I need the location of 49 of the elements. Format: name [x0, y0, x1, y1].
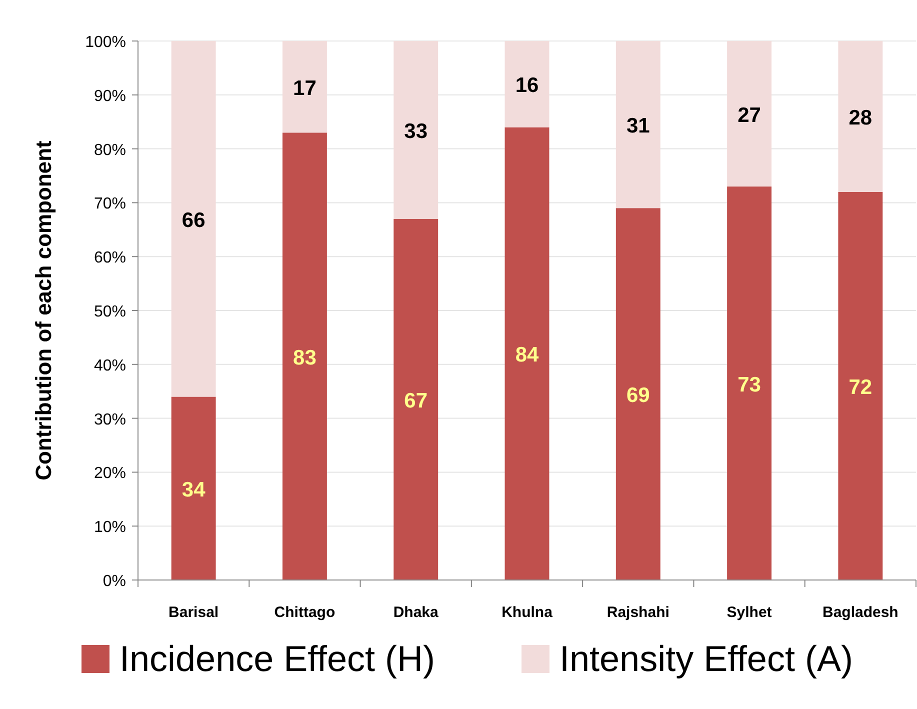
bar: [727, 186, 772, 580]
data-label: 67: [404, 389, 428, 412]
y-tick-label: 30%: [94, 411, 126, 428]
bar: [394, 218, 438, 580]
y-tick-label: 10%: [94, 519, 126, 536]
data-label: 17: [293, 76, 316, 100]
bar: [838, 192, 883, 580]
data-label: 28: [848, 106, 872, 130]
data-label: 72: [848, 376, 872, 399]
data-label: 84: [515, 344, 539, 367]
data-label: 27: [738, 104, 761, 127]
data-label: 66: [182, 208, 206, 232]
x-tick-label: Barisal: [168, 604, 219, 621]
x-tick-label: Khulna: [502, 604, 554, 621]
x-tick-label: Dhaka: [393, 604, 440, 621]
data-label: 16: [515, 74, 539, 98]
y-tick-label: 90%: [94, 88, 126, 105]
bar: [727, 41, 772, 187]
bar: [504, 41, 550, 128]
y-tick-label: 100%: [85, 34, 126, 51]
bar: [282, 132, 327, 580]
bar: [171, 396, 216, 580]
y-tick-label: 80%: [94, 142, 126, 159]
legend-label: Intensity Effect (A): [560, 638, 853, 679]
data-label: 31: [626, 114, 650, 138]
bar: [616, 41, 660, 208]
data-label: 73: [738, 373, 761, 396]
data-label: 69: [626, 384, 650, 408]
x-tick-label: Bagladesh: [822, 604, 898, 621]
bar: [282, 41, 327, 133]
legend-label: Incidence Effect (H): [120, 638, 435, 679]
y-tick-label: 70%: [94, 196, 126, 213]
data-label: 34: [182, 478, 206, 502]
y-tick-label: 20%: [94, 465, 126, 482]
y-tick-label: 40%: [94, 357, 126, 374]
bar: [171, 41, 216, 397]
bar: [504, 127, 550, 580]
bar: [838, 41, 883, 192]
y-tick-label: 50%: [94, 304, 126, 320]
bar: [394, 41, 438, 219]
data-label: 83: [293, 346, 316, 370]
bar: [616, 208, 660, 580]
y-tick-label: 60%: [94, 250, 126, 267]
data-label: 33: [404, 120, 428, 143]
y-axis-title: Contribution of each component: [31, 140, 56, 480]
x-tick-label: Sylhet: [726, 604, 772, 621]
x-tick-label: Rajshahi: [606, 604, 670, 621]
x-tick-label: Chittago: [274, 604, 336, 621]
y-tick-label: 0%: [102, 573, 126, 590]
